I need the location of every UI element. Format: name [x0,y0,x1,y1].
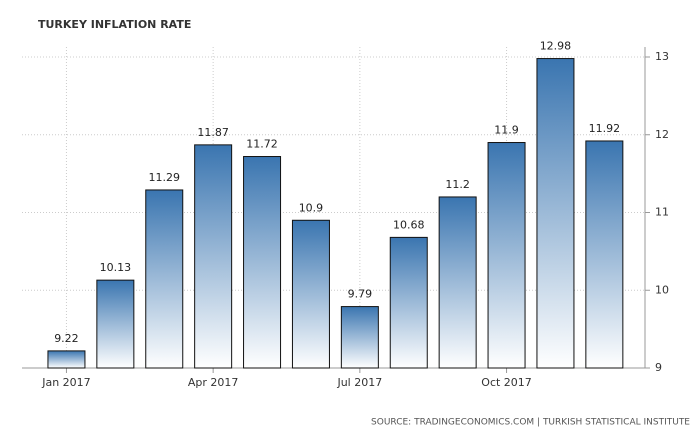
y-tick-label: 9 [655,361,662,374]
value-label: 11.9 [494,124,519,137]
bar [291,219,330,369]
value-label: 11.92 [589,122,621,135]
x-tick-label: Oct 2017 [481,376,532,389]
bar [340,306,379,369]
value-label: 11.2 [445,178,470,191]
y-tick-label: 11 [655,206,669,219]
source: SOURCE: TRADINGECONOMICS.COM | TURKISH S… [371,418,690,428]
value-label: 11.29 [149,171,181,184]
value-label: 10.13 [100,261,132,274]
value-label: 10.68 [393,218,425,231]
bar [96,279,135,369]
x-tick-label: Jul 2017 [336,376,382,389]
bar [389,236,428,369]
value-label: 11.72 [246,138,278,151]
chart-title: TURKEY INFLATION RATE [38,18,191,31]
value-label: 12.98 [540,40,572,53]
bar [487,142,526,369]
value-label: 9.22 [54,332,79,345]
x-tick-label: Jan 2017 [41,376,90,389]
bar [536,58,575,369]
value-label: 9.79 [348,288,373,301]
y-tick-label: 13 [655,50,669,63]
bar [47,350,86,369]
y-tick-label: 12 [655,128,669,141]
bar [585,140,624,369]
bar [194,144,233,369]
bar [145,189,184,369]
value-label: 11.87 [197,126,229,139]
bar [438,196,477,369]
value-label: 10.9 [299,201,324,214]
y-tick-label: 10 [655,283,669,296]
bar [243,156,282,369]
x-tick-label: Apr 2017 [188,376,239,389]
